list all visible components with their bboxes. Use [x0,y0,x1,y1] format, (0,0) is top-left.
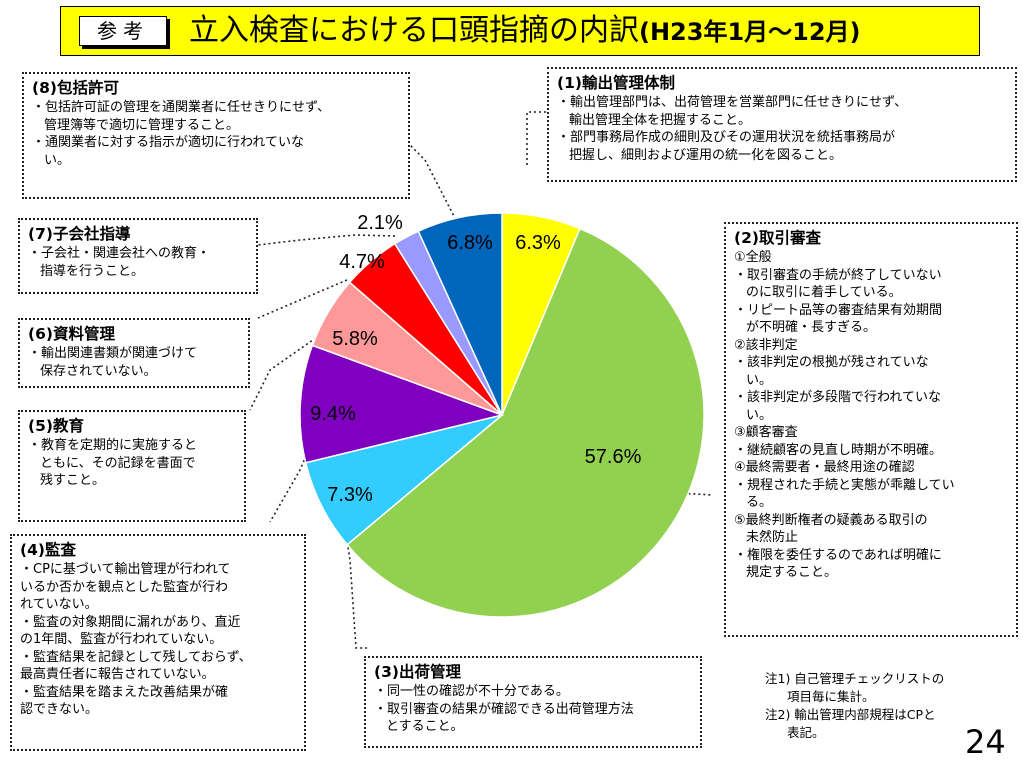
category-text-line: 輸出管理全体を把握すること。 [569,112,752,128]
category-text-line: 管理簿等で適切に管理すること。 [44,117,240,133]
category-text-line: 指導を行うこと。 [40,263,145,279]
page-title: 立入検査における口頭指摘の内訳(H23年1月～12月) [189,12,861,51]
category-text-line: ・権限を委任するのであれば明確に [734,547,942,563]
category-text-line: ・規程された手続と実態が乖離してい [734,477,955,493]
category-text-line: 認できない。 [20,702,99,717]
category-text-line: が不明確・長すぎる。 [746,320,877,335]
category-text-line: ①全般 [734,250,772,265]
category-text-line: ・取引審査の結果が確認できる出荷管理方法 [374,701,634,717]
category-heading: (8)包括許可 [32,79,119,97]
category-text-line: ・監査の対象期間に漏れがあり、直近 [20,614,241,630]
category-box-b4: (4)監査・CPに基づいて輸出管理が行われて いるか否かを観点とした監査が行わ れて… [10,534,306,751]
category-text-line: ・部門事務局作成の細則及びその運用状況を統括事務局が [557,130,896,145]
category-heading: (2)取引審査 [734,229,821,247]
footnote-line: 表記。 [787,725,825,740]
category-text-line: ・継続顧客の見直し時期が不明確。 [734,442,943,458]
title-banner: 参考 立入検査における口頭指摘の内訳(H23年1月～12月) [60,6,980,56]
leader-line-5 [249,334,321,411]
category-box-b2: (2)取引審査 ①全般・取引審査の手続が終了していないのに取引に着手している。・リ… [724,222,1018,637]
category-text-line: れていない。 [20,597,98,612]
slice-percent-label: 5.8% [332,328,378,350]
category-text-line: ・監査結果を記録として残しておらず、 [20,649,252,665]
category-box-b5: (5)教育・教育を定期的に実施するとともに、その記録を書面で 残すこと。 [18,410,246,522]
footnote-line: 項目毎に集計。 [787,689,875,704]
category-box-b7: (7)子会社指導・子会社・関連会社への教育・指導を行うこと。 [18,218,258,294]
category-box-b8: (8)包括許可・包括許可証の管理を通関業者に任せきりにせず、管理簿等で適切に管理… [22,72,410,199]
slice-percent-label: 6.3% [515,232,561,254]
category-text-line: 把握し、細則および運用の統一化を図ること。 [569,147,843,163]
category-text-line: ⑤最終判断権者の疑義ある取引の [734,512,928,528]
category-text-line: ・取引審査の手続が終了していない [734,267,942,283]
slice-percent-label: 6.8% [447,232,493,254]
leader-line-8 [404,139,459,225]
category-text-line: い。 [746,372,773,388]
category-heading: (1)輸出管理体制 [557,74,675,92]
reference-label: 参考 [79,16,167,46]
category-text-line: ・リピート品等の審査結果有効期間 [734,302,943,318]
category-text-line: ・該非判定が多段階で行われていな [734,390,941,405]
category-text-line: ・教育を定期的に実施すると [28,438,198,453]
category-text-line: のに取引に着手している。 [746,285,902,300]
slice-percent-label: 4.7% [339,251,385,273]
pie-slice-labels: 6.3% 57.6% 7.3% 9.4% 5.8% 4.7% 2.1% 6.8% [310,212,641,506]
category-box-b3: (3)出荷管理・同一性の確認が不十分である。・取引審査の結果が確認できる出荷管理… [364,656,702,748]
category-text-line: ・CPに基づいて輸出管理が行われて [20,562,231,577]
category-heading: (7)子会社指導 [28,225,131,243]
footnote-line: 注2) 輸出管理内部規程はCPと [765,707,936,722]
slice-percent-label: 7.3% [327,484,373,506]
category-text-line: ・該非判定の根拠が残されていな [734,355,929,370]
category-text-line: ③顧客審査 [734,425,798,440]
category-heading: (5)教育 [28,417,84,435]
category-text-line: とすること。 [386,719,464,734]
category-box-b6: (6)資料管理・輸出関連書類が関連づけて保存されていない。 [18,318,250,388]
leader-line-3 [339,492,370,649]
category-heading: (6)資料管理 [28,325,115,343]
category-text-line: ・通関業者に対する指示が適切に行われていな [32,135,304,150]
pie-slice-2 [346,227,705,618]
category-heading: (4)監査 [20,541,76,559]
title-main: 立入検査における口頭指摘の内訳 [189,13,639,48]
category-text-line: の1年間、監査が行われていない。 [20,632,223,647]
category-text-line: 保存されていない。 [40,363,157,379]
page-number: 24 [965,723,1006,761]
footnotes: 注1) 自己管理チェックリストの項目毎に集計。注2) 輸出管理内部規程はCPと表… [765,670,944,742]
leader-line-7 [257,234,396,246]
category-text-line: い。 [44,152,71,168]
category-text-line: ・包括許可証の管理を通関業者に任せきりにせず、 [32,100,331,115]
category-text-line: 残すこと。 [40,473,106,488]
slice-percent-label: 9.4% [310,403,356,425]
category-text-line: ②該非判定 [734,337,798,353]
pie-slice-4 [299,344,505,464]
leader-line-6 [257,279,348,319]
category-box-b1: (1)輸出管理体制・輸出管理部門は、出荷管理を営業部門に任せきりにせず、輸出管理… [547,67,1017,182]
slice-percent-label: 57.6% [585,446,642,468]
category-text-line: ・監査結果を踏まえた改善結果が確 [20,684,229,700]
category-text-line: る。 [746,495,773,510]
category-text-line: 未然防止 [746,530,799,545]
category-text-line: 最高責任者に報告されていない。 [20,667,215,682]
slice-percent-label: 2.1% [357,212,403,234]
title-range: (H23年1月～12月) [639,18,861,46]
leader-line-1 [526,111,547,165]
category-text-line: 規定すること。 [746,565,838,580]
footnote-line: 注1) 自己管理チェックリストの [765,671,945,686]
category-text-line: ・輸出管理部門は、出荷管理を営業部門に任せきりにせず、 [557,95,908,110]
category-text-line: ・輸出関連書類が関連づけて [28,346,198,361]
pie-slice-8 [417,212,503,416]
category-text-line: いるか否かを観点とした監査が行わ [20,579,229,595]
category-text-line: ともに、その記録を書面で [40,455,196,471]
category-text-line: ・同一性の確認が不十分である。 [374,684,569,699]
category-heading: (3)出荷管理 [374,663,461,681]
category-text-line: ④最終需要者・最終用途の確認 [734,460,915,475]
pie-slices [299,212,705,618]
category-text-line: ・子会社・関連会社への教育・ [28,246,211,261]
category-text-line: い。 [746,407,773,423]
